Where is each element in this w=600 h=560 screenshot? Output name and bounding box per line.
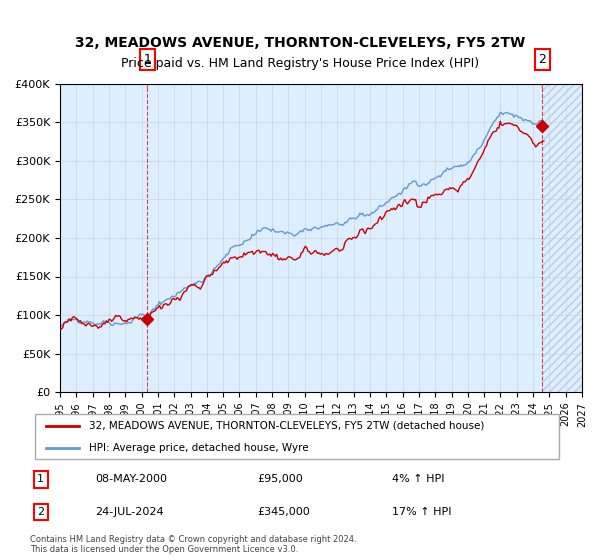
Text: 4% ↑ HPI: 4% ↑ HPI	[392, 474, 444, 484]
Text: 2: 2	[37, 507, 44, 517]
Text: Price paid vs. HM Land Registry's House Price Index (HPI): Price paid vs. HM Land Registry's House …	[121, 57, 479, 70]
Text: £345,000: £345,000	[257, 507, 310, 517]
Text: 1: 1	[143, 53, 151, 66]
Text: 32, MEADOWS AVENUE, THORNTON-CLEVELEYS, FY5 2TW: 32, MEADOWS AVENUE, THORNTON-CLEVELEYS, …	[75, 36, 525, 50]
Text: 2: 2	[538, 53, 546, 66]
FancyBboxPatch shape	[35, 414, 559, 459]
Bar	[542, 84, 582, 392]
Text: 1: 1	[37, 474, 44, 484]
Text: 17% ↑ HPI: 17% ↑ HPI	[392, 507, 451, 517]
Text: 08-MAY-2000: 08-MAY-2000	[95, 474, 167, 484]
Text: 32, MEADOWS AVENUE, THORNTON-CLEVELEYS, FY5 2TW (detached house): 32, MEADOWS AVENUE, THORNTON-CLEVELEYS, …	[89, 421, 485, 431]
Text: HPI: Average price, detached house, Wyre: HPI: Average price, detached house, Wyre	[89, 443, 309, 453]
Text: £95,000: £95,000	[257, 474, 302, 484]
Text: 24-JUL-2024: 24-JUL-2024	[95, 507, 163, 517]
Text: Contains HM Land Registry data © Crown copyright and database right 2024.
This d: Contains HM Land Registry data © Crown c…	[30, 535, 356, 554]
